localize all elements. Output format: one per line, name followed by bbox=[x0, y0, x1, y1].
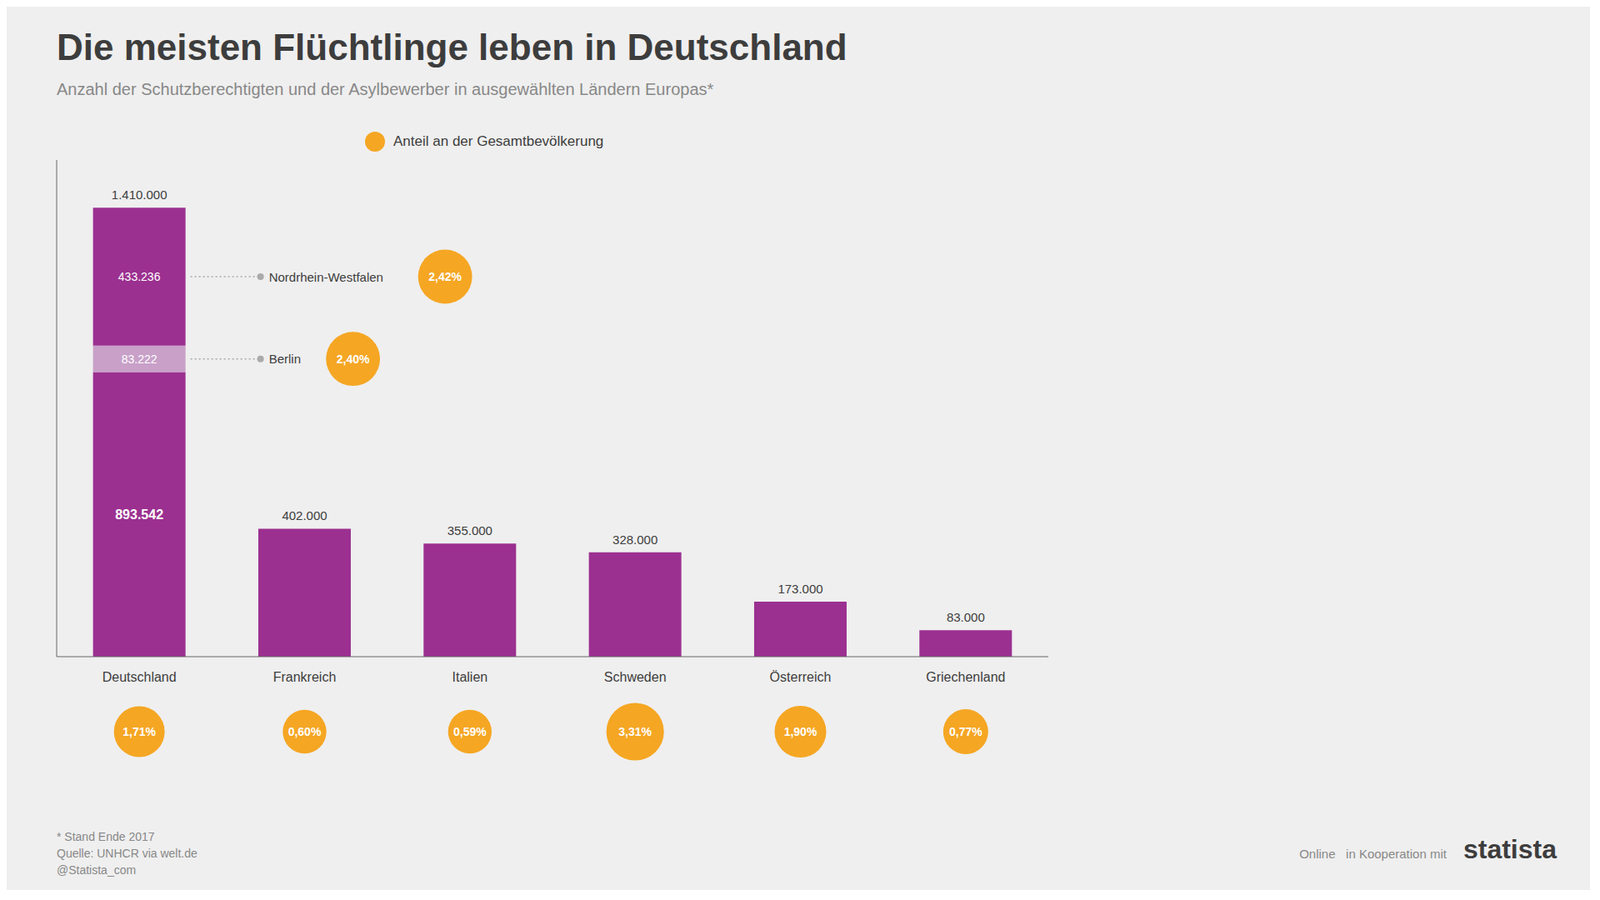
html-text:* Stand Ende 2017: * Stand Ende 2017 bbox=[56, 830, 155, 844]
html-text:Online in Kooperation mit: Online in Kooperation mit bbox=[1299, 846, 1447, 861]
svg-text:83.000: 83.000 bbox=[946, 610, 985, 625]
html-text:Quelle: UNHCR via welt.de: Quelle: UNHCR via welt.de bbox=[56, 846, 198, 860]
svg-text:Österreich: Österreich bbox=[770, 670, 832, 685]
svg-text:893.542: 893.542 bbox=[115, 507, 164, 522]
html-text:Die meisten Flüchtlinge leben: Die meisten Flüchtlinge leben in Deutsch… bbox=[56, 26, 848, 68]
svg-text:3,31%: 3,31% bbox=[618, 725, 652, 739]
svg-text:355.000: 355.000 bbox=[447, 523, 493, 538]
svg-text:Italien: Italien bbox=[451, 670, 488, 685]
svg-text:173.000: 173.000 bbox=[777, 581, 823, 596]
svg-text:83.222: 83.222 bbox=[121, 352, 158, 366]
svg-text:Deutschland: Deutschland bbox=[102, 670, 177, 685]
svg-text:Schweden: Schweden bbox=[604, 670, 667, 685]
svg-text:1.410.000: 1.410.000 bbox=[111, 187, 168, 202]
svg-text:402.000: 402.000 bbox=[281, 508, 327, 523]
svg-text:2,40%: 2,40% bbox=[336, 352, 370, 366]
svg-text:1,71%: 1,71% bbox=[122, 725, 156, 739]
svg-text:0,59%: 0,59% bbox=[453, 725, 487, 739]
html-text:Anteil an der Gesamtbevölkerun: Anteil an der Gesamtbevölkerung bbox=[393, 133, 604, 150]
html-text:statista: statista bbox=[1463, 834, 1557, 865]
svg-text:433.236: 433.236 bbox=[118, 270, 161, 284]
svg-text:328.000: 328.000 bbox=[612, 532, 658, 547]
svg-text:1,90%: 1,90% bbox=[784, 725, 818, 739]
svg-text:2,42%: 2,42% bbox=[428, 270, 462, 284]
svg-text:Frankreich: Frankreich bbox=[273, 670, 337, 685]
svg-text:Nordrhein-Westfalen: Nordrhein-Westfalen bbox=[269, 270, 384, 285]
svg-text:0,60%: 0,60% bbox=[288, 725, 322, 739]
svg-text:Griechenland: Griechenland bbox=[925, 670, 1005, 685]
html-text:@Statista_com: @Statista_com bbox=[56, 863, 136, 877]
html-text:Anzahl der Schutzberechtigten: Anzahl der Schutzberechtigten und der As… bbox=[56, 80, 714, 99]
svg-text:0,77%: 0,77% bbox=[949, 725, 983, 739]
svg-text:Berlin: Berlin bbox=[269, 351, 301, 366]
